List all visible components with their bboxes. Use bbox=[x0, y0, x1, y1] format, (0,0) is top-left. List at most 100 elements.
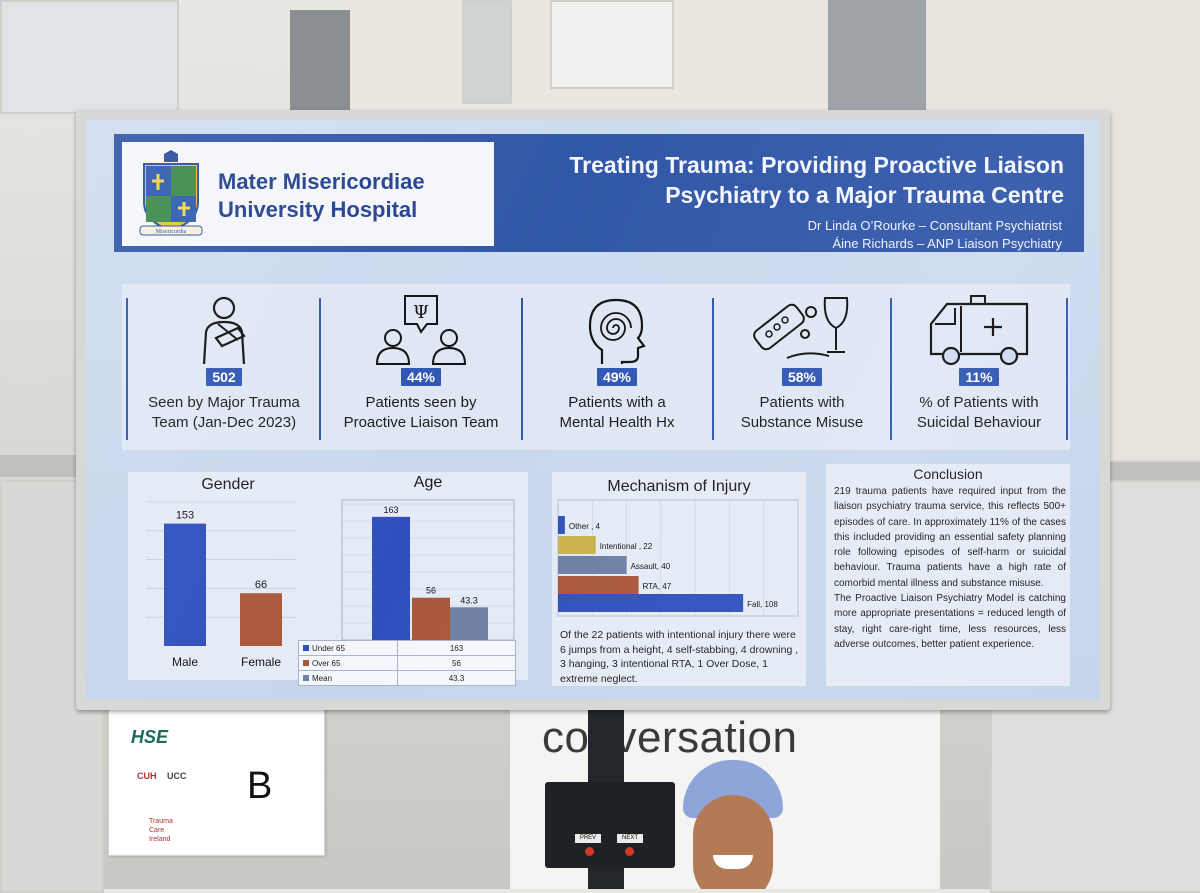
bar bbox=[240, 593, 282, 646]
stats-row: 502 Seen by Major Trauma Team (Jan-Dec 20… bbox=[122, 284, 1070, 450]
author-2: Áine Richards – ANP Liaison Psychiatry bbox=[832, 236, 1062, 251]
bar bbox=[558, 594, 744, 612]
data-label: 56 bbox=[426, 586, 436, 596]
hospital-name: Mater Misericordiae University Hospital bbox=[218, 169, 425, 222]
mechanism-note: Of the 22 patients with intentional inju… bbox=[560, 629, 799, 685]
psychology-team-icon: Ψ bbox=[375, 295, 467, 365]
next-button[interactable]: NEXT bbox=[617, 834, 643, 843]
substance-icon bbox=[753, 297, 849, 359]
author-1: Dr Linda O’Rourke – Consultant Psychiatr… bbox=[807, 218, 1062, 233]
ucc-logo: UCC bbox=[167, 771, 187, 781]
stat-divider bbox=[712, 298, 714, 440]
mental-health-head-icon bbox=[588, 298, 646, 364]
table-row: Mean 43.3 bbox=[298, 670, 516, 686]
stat-divider bbox=[890, 298, 892, 440]
banner-text: conversation bbox=[542, 713, 798, 762]
stat-divider bbox=[126, 298, 128, 440]
svg-text:Ψ: Ψ bbox=[413, 302, 429, 323]
bar bbox=[450, 607, 488, 640]
hse-logo: HSE bbox=[131, 727, 169, 747]
data-label: Intentional , 22 bbox=[600, 542, 653, 551]
legend-swatch bbox=[303, 659, 309, 666]
railing-right bbox=[1106, 462, 1200, 482]
table-row: Over 65 56 bbox=[298, 655, 516, 671]
stat-mental-health: 49% Patients with a Mental Health Hx bbox=[524, 294, 710, 444]
mechanism-panel: Mechanism of Injury Other , 4 Intentional… bbox=[552, 472, 806, 686]
stat-label: Patients seen by Proactive Liaison Team bbox=[343, 394, 499, 431]
stat-suicidal-behaviour: 11% % of Patients with Suicidal Behaviour bbox=[893, 294, 1065, 444]
display-monitor: Misericordia Mater Misericordiae Univers… bbox=[76, 110, 1110, 710]
stat-substance-misuse: 58% Patients with Substance Misuse bbox=[715, 294, 889, 444]
bar bbox=[164, 523, 206, 646]
stat-label: Seen by Major Trauma Team (Jan-Dec 2023) bbox=[148, 394, 300, 431]
cuh-logo: CUH bbox=[137, 771, 157, 781]
ambulance-icon bbox=[929, 295, 1029, 366]
svg-text:Misericordia: Misericordia bbox=[156, 229, 187, 235]
paper-sign: HSE CUH UCC Trauma Care Ireland B bbox=[108, 704, 325, 856]
background-vent bbox=[550, 0, 674, 89]
stat-proactive-liaison: Ψ 44% Patients seen by Proactive Liaison … bbox=[322, 294, 520, 444]
data-label: 153 bbox=[176, 510, 194, 522]
conclusion-panel: Conclusion 219 trauma patients have requ… bbox=[826, 464, 1070, 686]
demographics-panel: Gender Age 153 Male 66 Female 163 56 43.3 Und… bbox=[128, 472, 528, 686]
poster-screen: Misericordia Mater Misericordiae Univers… bbox=[86, 120, 1100, 700]
data-label: 66 bbox=[255, 579, 267, 591]
stat-value: 58% bbox=[781, 368, 823, 386]
stat-value: 44% bbox=[400, 368, 442, 386]
railing-left bbox=[0, 455, 78, 477]
monitor-stand-control-box: PREV NEXT bbox=[545, 782, 675, 868]
gender-chart: 153 Male 66 Female bbox=[146, 501, 296, 669]
data-label: 43.3 bbox=[460, 595, 478, 605]
tick-label: Female bbox=[241, 655, 281, 669]
stat-divider bbox=[1066, 298, 1068, 440]
background-window-right bbox=[828, 0, 926, 118]
stat-label: % of Patients with Suicidal Behaviour bbox=[916, 394, 1042, 431]
data-label: Fall, 108 bbox=[747, 600, 778, 609]
data-label: 163 bbox=[383, 505, 398, 515]
tick-label: Male bbox=[172, 655, 198, 669]
bar bbox=[558, 516, 565, 534]
poster-title: Treating Trauma: Providing Proactive Lia… bbox=[569, 152, 1064, 208]
injured-person-icon bbox=[202, 296, 246, 365]
age-chart: 163 56 43.3 bbox=[341, 499, 515, 641]
next-led bbox=[625, 847, 634, 856]
background-window-left bbox=[0, 0, 179, 114]
bar bbox=[558, 536, 596, 554]
hospital-logo-box: Misericordia Mater Misericordiae Univers… bbox=[122, 142, 494, 246]
bar bbox=[558, 576, 639, 594]
conclusion-text: 219 trauma patients have required input … bbox=[834, 486, 1066, 650]
stat-major-trauma: 502 Seen by Major Trauma Team (Jan-Dec 20… bbox=[130, 294, 318, 444]
stat-label: Patients with Substance Misuse bbox=[740, 394, 864, 431]
hospital-crest-icon: Misericordia bbox=[139, 150, 203, 236]
stat-value: 49% bbox=[596, 368, 638, 386]
bar bbox=[412, 597, 450, 640]
background-window-dark bbox=[290, 10, 350, 110]
data-label: Assault, 40 bbox=[631, 562, 671, 571]
stat-value: 502 bbox=[206, 368, 242, 386]
legend-swatch bbox=[303, 644, 309, 651]
mechanism-chart-title: Mechanism of Injury bbox=[607, 478, 751, 495]
prev-button[interactable]: PREV bbox=[575, 834, 601, 843]
prev-led bbox=[585, 847, 594, 856]
table-row: Under 65 163 bbox=[298, 640, 516, 656]
age-data-table: Under 65 163 Over 65 56 Mean 43.3 bbox=[298, 640, 516, 686]
gender-chart-title: Gender bbox=[201, 476, 255, 493]
legend-swatch bbox=[303, 674, 309, 681]
data-label: Other , 4 bbox=[569, 522, 601, 531]
stat-value: 11% bbox=[959, 368, 999, 386]
stat-label: Patients with a Mental Health Hx bbox=[559, 394, 675, 431]
sign-letter: B bbox=[247, 765, 273, 807]
stat-divider bbox=[521, 298, 523, 440]
trauma-care-ireland-logo: Trauma Care Ireland bbox=[149, 818, 173, 843]
mechanism-chart: Other , 4 Intentional , 22 Assault, 40 RTA,… bbox=[557, 499, 799, 617]
nurse-smile bbox=[713, 855, 753, 869]
poster-header: Misericordia Mater Misericordiae Univers… bbox=[114, 134, 1084, 252]
conclusion-title: Conclusion bbox=[913, 466, 983, 482]
background-window-top bbox=[462, 0, 512, 104]
bar bbox=[372, 516, 410, 640]
nurse-face bbox=[693, 795, 773, 889]
stat-divider bbox=[319, 298, 321, 440]
age-chart-title: Age bbox=[413, 474, 443, 491]
data-label: RTA, 47 bbox=[643, 582, 672, 591]
bar bbox=[558, 556, 627, 574]
